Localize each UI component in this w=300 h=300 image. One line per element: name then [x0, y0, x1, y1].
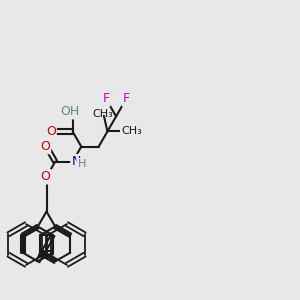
- Text: H: H: [77, 159, 86, 169]
- Text: O: O: [40, 140, 50, 153]
- Text: OH: OH: [60, 105, 79, 118]
- Text: CH₃: CH₃: [121, 127, 142, 136]
- Text: F: F: [102, 92, 110, 106]
- Text: O: O: [41, 170, 50, 183]
- Text: CH₃: CH₃: [92, 109, 113, 119]
- Text: F: F: [123, 92, 130, 106]
- Text: N: N: [71, 155, 81, 168]
- Text: O: O: [46, 125, 56, 138]
